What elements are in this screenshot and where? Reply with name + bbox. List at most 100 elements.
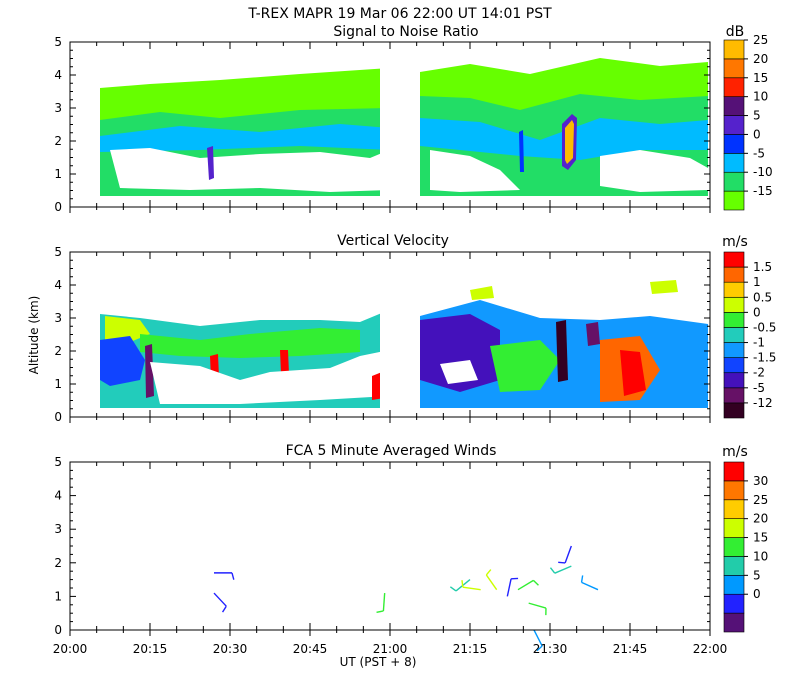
vv-region-blue-2: [420, 314, 500, 392]
vv-region-white: [150, 350, 389, 404]
winds-colorbar-label: 30: [753, 474, 768, 488]
wind-barb: [554, 565, 572, 574]
winds-colorbar-label: 25: [753, 493, 768, 507]
vv-colorbar-label: -2: [753, 366, 765, 380]
vv-y-tick-label: 5: [54, 245, 62, 259]
snr-feature-streak-2: [519, 130, 524, 172]
winds-colorbar: 0 5 10 15 20 25 30: [723, 461, 768, 633]
snr-feature-streak: [207, 146, 214, 180]
snr-colorbar-swatch: [723, 77, 745, 97]
snr-colorbar-label: -15: [753, 184, 773, 198]
vv-region-green-2: [490, 340, 560, 392]
snr-colorbar-swatch: [723, 58, 745, 79]
vv-region-white-2: [440, 360, 478, 384]
winds-x-axis-label: UT (PST + 8): [340, 655, 417, 669]
vv-colorbar-swatch: [723, 387, 745, 404]
vv-x-axis: [69, 252, 711, 423]
x-tick-label: 20:15: [133, 642, 168, 656]
vv-y-tick-label: 4: [54, 278, 62, 292]
winds-y-tick-label: 1: [54, 589, 62, 603]
snr-region-white-3: [600, 150, 708, 192]
snr-colorbar: -15 -10 -5 0 5 10 15 20 25: [723, 33, 773, 211]
vv-field: [100, 253, 708, 416]
wind-barb-flag: [231, 572, 235, 580]
snr-title: Signal to Noise Ratio: [333, 24, 478, 40]
vv-region-purple: [145, 344, 154, 398]
snr-y-axis: 0 1 2 3 4 5: [54, 35, 710, 214]
winds-colorbar-swatch: [723, 480, 745, 501]
vv-colorbar-label: -1.5: [753, 351, 776, 365]
vv-colorbar-label: -0.5: [753, 320, 776, 334]
x-tick-label: 20:45: [293, 642, 328, 656]
winds-y-tick-label: 4: [54, 489, 62, 503]
x-tick-label: 20:30: [213, 642, 248, 656]
snr-colorbar-label: 20: [753, 52, 768, 66]
x-tick-label: 22:00: [693, 642, 728, 656]
winds-colorbar-swatch: [723, 499, 745, 519]
vv-colorbar-swatch: [723, 251, 745, 268]
vv-region-yellow-2: [470, 286, 494, 300]
vv-colorbar-swatch: [723, 266, 745, 283]
wind-barb: [564, 545, 572, 564]
snr-colorbar-label: 10: [753, 90, 768, 104]
wind-barb: [462, 586, 481, 591]
winds-colorbar-swatch: [723, 518, 745, 538]
winds-colorbar-label: 5: [753, 568, 761, 582]
vv-region-red-4: [620, 350, 646, 396]
wind-barb-flag: [532, 579, 539, 586]
wind-barb-flag: [221, 605, 227, 613]
snr-region-white-2: [430, 150, 520, 192]
vv-y-tick-label: 3: [54, 311, 62, 325]
winds-y-tick-label: 5: [54, 455, 62, 469]
snr-colorbar-swatch: [723, 115, 745, 135]
snr-colorbar-label: 5: [753, 109, 761, 123]
wind-barb: [581, 581, 599, 591]
wind-barb: [213, 592, 227, 607]
snr-colorbar-label: -5: [753, 146, 765, 160]
winds-y-tick-label: 3: [54, 522, 62, 536]
wind-barb-flag: [449, 586, 457, 592]
snr-feature-core: [565, 120, 574, 164]
wind-barb: [506, 578, 512, 597]
snr-colorbar-unit: dB: [726, 24, 745, 40]
snr-colorbar-swatch: [723, 153, 745, 173]
winds-x-axis: 20:00 20:15 20:30 20:45 21:00 21:15 21:30 21:45…: [53, 462, 728, 656]
vv-colorbar: -12-5-2-1.5-1 -0.500.511.5: [723, 251, 776, 419]
winds-barbs: [213, 545, 599, 652]
vv-colorbar-label: -5: [753, 381, 765, 395]
winds-panel: FCA 5 Minute Averaged Winds 0 1 2 3 4 5 20:00…: [53, 443, 769, 669]
x-tick-label: 21:00: [373, 642, 408, 656]
wind-barb: [533, 629, 543, 647]
winds-colorbar-swatch: [723, 537, 745, 557]
x-tick-label: 21:45: [613, 642, 648, 656]
vv-region-green: [140, 328, 360, 358]
snr-field: [100, 43, 708, 206]
snr-colorbar-swatch: [723, 190, 745, 211]
vv-colorbar-swatch: [723, 402, 745, 419]
winds-colorbar-swatch: [723, 575, 745, 595]
vv-colorbar-swatch: [723, 372, 745, 389]
vv-panel: Vertical Velocity Altitude (km): [27, 233, 776, 424]
vv-region-purple-3: [586, 322, 600, 346]
snr-y-tick-label: 3: [54, 101, 62, 115]
vv-colorbar-swatch: [723, 327, 745, 343]
snr-colorbar-label: 15: [753, 71, 768, 85]
wind-barb-flag: [580, 575, 584, 583]
snr-colorbar-swatch: [723, 39, 745, 60]
vv-colorbar-unit: m/s: [722, 234, 748, 250]
vv-colorbar-swatch: [723, 312, 745, 328]
winds-y-tick-label: 2: [54, 556, 62, 570]
snr-colorbar-swatch: [723, 96, 745, 116]
vv-y-tick-label: 2: [54, 344, 62, 358]
vv-region-purple-2: [556, 320, 568, 382]
vv-colorbar-label: 1.5: [753, 260, 772, 274]
wind-barb-flag: [376, 610, 384, 614]
snr-colorbar-label: 25: [753, 33, 768, 47]
snr-colorbar-label: 0: [753, 127, 761, 141]
snr-region-white: [110, 148, 389, 192]
winds-colorbar-label: 0: [753, 587, 761, 601]
snr-region-band: [100, 124, 389, 152]
winds-colorbar-swatch: [723, 461, 745, 482]
vv-colorbar-label: 0.5: [753, 290, 772, 304]
